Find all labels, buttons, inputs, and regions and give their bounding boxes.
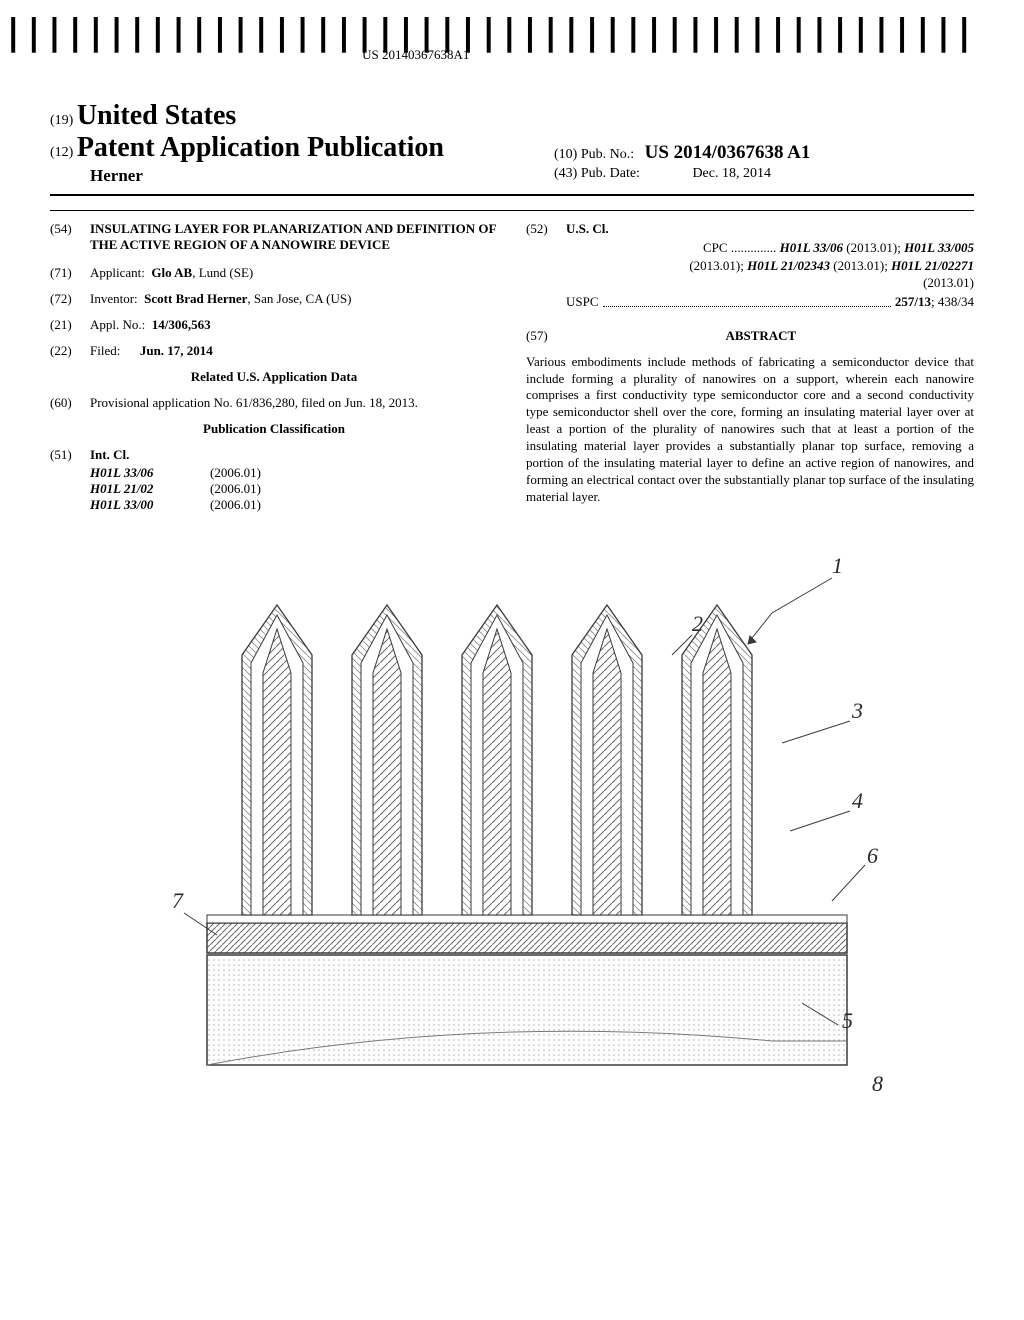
fig-label-8: 8: [872, 1071, 883, 1096]
pub-classification-head: Publication Classification: [50, 421, 498, 437]
inventor-surname: Herner: [50, 166, 143, 186]
bibliographic-columns: (54) INSULATING LAYER FOR PLANARIZATION …: [50, 221, 974, 513]
intcl-code-1: H01L 21/02: [90, 481, 210, 497]
cpc-2: H01L 33/005: [904, 240, 974, 255]
intcl-label: Int. Cl.: [90, 447, 129, 462]
intcl-code-2: H01L 33/00: [90, 497, 210, 513]
cpc-1v: (2013.01);: [843, 240, 904, 255]
figure-svg: 1 2 3 4 6 7 5 8: [132, 543, 892, 1103]
fig-label-5: 5: [842, 1008, 853, 1033]
code-57: (57): [526, 328, 548, 344]
fig-label-2: 2: [692, 611, 703, 636]
right-column: (52) U.S. Cl. CPC .............. H01L 33…: [526, 221, 974, 513]
code-60: (60): [50, 395, 90, 411]
code-52: (52): [526, 221, 566, 237]
code-72: (72): [50, 291, 90, 307]
applicant-label: Applicant:: [90, 265, 145, 280]
uspc-rest: ; 438/34: [931, 294, 974, 309]
publication-type: Patent Application Publication: [77, 132, 444, 163]
applicant-loc: , Lund (SE): [192, 265, 253, 280]
cpc-3v: (2013.01);: [830, 258, 891, 273]
code-71: (71): [50, 265, 90, 281]
inventor-loc: , San Jose, CA (US): [247, 291, 351, 306]
code-21: (21): [50, 317, 90, 333]
uspc-leader: [603, 294, 891, 307]
code-22: (22): [50, 343, 90, 359]
header: (19) United States (12) Patent Applicati…: [50, 100, 974, 186]
fig-label-4: 4: [852, 788, 863, 813]
inventor-name: Scott Brad Herner: [144, 291, 247, 306]
barcode-block: ||||||||||||||||||||||||||||||||||||||||…: [0, 20, 974, 63]
divider-thin: [50, 210, 974, 211]
cpc-4v: (2013.01): [923, 275, 974, 290]
intcl-ver-0: (2006.01): [210, 465, 261, 481]
invention-title: INSULATING LAYER FOR PLANARIZATION AND D…: [90, 221, 498, 253]
fig-label-1: 1: [832, 553, 843, 578]
applicant-name: Glo AB: [151, 265, 192, 280]
filed-date: Jun. 17, 2014: [140, 343, 213, 358]
fig-label-3: 3: [851, 698, 863, 723]
pubdate-label: Pub. Date:: [581, 166, 640, 181]
code-51: (51): [50, 447, 90, 463]
cpc-label: CPC: [703, 240, 728, 255]
application-number: 14/306,563: [152, 317, 211, 332]
cpc-3: H01L 21/02343: [747, 258, 830, 273]
fig-label-6: 6: [867, 843, 878, 868]
code-43: (43): [554, 166, 577, 181]
uspc-label: USPC: [566, 294, 599, 310]
abstract-text: Various embodiments include methods of f…: [526, 354, 974, 506]
publication-number: US 2014/0367638 A1: [645, 142, 811, 163]
code-54: (54): [50, 221, 90, 253]
left-column: (54) INSULATING LAYER FOR PLANARIZATION …: [50, 221, 498, 513]
barcode-graphic: ||||||||||||||||||||||||||||||||||||||||…: [0, 20, 974, 45]
cpc-2v: (2013.01);: [689, 258, 747, 273]
intcl-code-0: H01L 33/06: [90, 465, 210, 481]
inventor-label: Inventor:: [90, 291, 138, 306]
divider-thick: [50, 194, 974, 196]
abstract-head: ABSTRACT: [526, 328, 974, 344]
patent-figure: 1 2 3 4 6 7 5 8: [132, 543, 892, 1103]
provisional-text: Provisional application No. 61/836,280, …: [90, 395, 498, 411]
filed-label: Filed:: [90, 343, 120, 358]
uspc-main: 257/13: [895, 294, 931, 309]
country: United States: [77, 100, 236, 131]
applno-label: Appl. No.:: [90, 317, 145, 332]
related-data-head: Related U.S. Application Data: [50, 369, 498, 385]
pubno-label: Pub. No.:: [581, 147, 634, 162]
code-10: (10): [554, 147, 577, 162]
cpc-4: H01L 21/02271: [891, 258, 974, 273]
code-19: (19): [50, 113, 73, 128]
intcl-ver-2: (2006.01): [210, 497, 261, 513]
code-12: (12): [50, 145, 73, 160]
fig-label-7: 7: [172, 888, 184, 913]
intcl-ver-1: (2006.01): [210, 481, 261, 497]
cpc-1: H01L 33/06: [780, 240, 843, 255]
publication-date: Dec. 18, 2014: [692, 166, 771, 181]
uscl-label: U.S. Cl.: [566, 221, 609, 236]
